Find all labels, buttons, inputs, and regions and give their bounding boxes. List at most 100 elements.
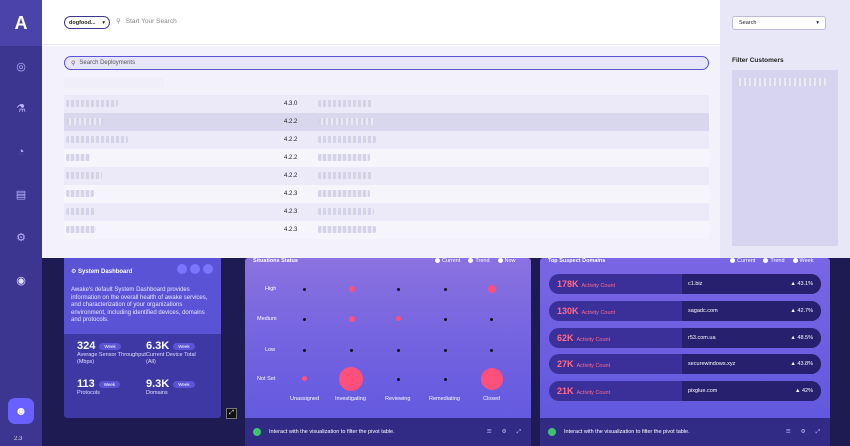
search-icon: ⚲: [116, 18, 121, 25]
legend-current[interactable]: Current: [730, 258, 755, 264]
filter-customers-panel: Search ▾ Filter Customers: [720, 0, 850, 258]
app-logo[interactable]: A: [0, 0, 42, 46]
domains-footer-text: Interact with the visualization to filte…: [564, 429, 690, 435]
matrix-dot[interactable]: [303, 349, 306, 352]
legend-week[interactable]: Week: [793, 258, 814, 264]
system-dashboard-card: ⚙ System Dashboard Awake's default Syste…: [64, 258, 221, 418]
table-row[interactable]: 4.2.2: [64, 131, 709, 149]
row-label-high: High: [265, 286, 277, 292]
col-label-closed: Closed: [483, 396, 501, 402]
matrix-dot[interactable]: [444, 378, 447, 381]
search-icon: ⚲: [71, 60, 76, 67]
gear-icon[interactable]: ⚙: [501, 428, 507, 435]
legend-current[interactable]: Current: [435, 258, 460, 264]
assistant-bot-icon[interactable]: ☻: [8, 398, 34, 424]
system-card-description: Awake's default System Dashboard provide…: [71, 287, 208, 323]
system-card-actions: [177, 264, 213, 274]
matrix-dot[interactable]: [397, 378, 400, 381]
row-label-medium: Medium: [257, 316, 277, 322]
matrix-dot[interactable]: [339, 367, 363, 391]
domain-row[interactable]: 21K Activity Count pixglue.com ▲ 42%: [549, 381, 821, 401]
search-deployments-input[interactable]: ⚲ Search Deployments: [64, 56, 709, 70]
list-item[interactable]: [736, 78, 826, 86]
matrix-dot[interactable]: [349, 316, 355, 322]
matrix-dot[interactable]: [303, 318, 306, 321]
legend-trend[interactable]: Trend: [763, 258, 784, 264]
matrix-dot[interactable]: [490, 349, 493, 352]
matrix-dot[interactable]: [349, 286, 355, 292]
filter-customers-title: Filter Customers: [732, 57, 784, 64]
expand-icon[interactable]: ⤢: [815, 428, 820, 435]
matrix-dot[interactable]: [397, 349, 400, 352]
footer-actions: ☰ ⚙ ⤢: [487, 429, 521, 436]
user-icon[interactable]: ◉: [16, 274, 26, 287]
card-action-button[interactable]: [177, 264, 187, 274]
stat-domains: 9.3K Week Domains: [146, 378, 195, 397]
expand-icon[interactable]: ⤢: [516, 428, 521, 435]
situations-status-card: Situations Status Current Trend Now High…: [245, 258, 531, 446]
chevron-down-icon: ▾: [816, 20, 819, 26]
stat-throughput: 324 Week Average Sensor Throughput (Mbps): [77, 340, 146, 365]
global-search-input[interactable]: Start Your Search: [125, 17, 177, 25]
matrix-dot[interactable]: [444, 318, 447, 321]
gear-icon[interactable]: ⚙: [800, 428, 806, 435]
matrix-dot[interactable]: [397, 288, 400, 291]
col-label-remediating: Remediating: [429, 396, 460, 402]
table-row[interactable]: 4.2.2: [64, 167, 709, 185]
deployment-picker-panel: dogfood... ▾ ⚲ Start Your Search ⚲ Search…: [42, 0, 720, 258]
tenant-select[interactable]: dogfood... ▾: [64, 16, 110, 29]
matrix-dot[interactable]: [396, 316, 401, 321]
legend-now[interactable]: Now: [498, 258, 516, 264]
chat-icon[interactable]: ▤: [15, 188, 27, 201]
list-icon[interactable]: ☰: [486, 428, 492, 435]
domain-row[interactable]: 178K Activity Count c1.biz ▲ 43.1%: [549, 274, 821, 294]
stat-devices: 6.3K Week Current Device Total (All): [146, 340, 196, 365]
row-label-low: Low: [265, 347, 276, 353]
card-action-button[interactable]: [203, 264, 213, 274]
matrix-dot[interactable]: [303, 288, 306, 291]
domain-row[interactable]: 27K Activity Count securewindows.xyz ▲ 43…: [549, 354, 821, 374]
threats-icon[interactable]: ⚗: [16, 102, 26, 115]
domains-footer: Interact with the visualization to filte…: [540, 418, 830, 446]
check-icon: [548, 428, 556, 436]
analytics-icon[interactable]: ◔: [17, 146, 25, 158]
matrix-dot[interactable]: [302, 376, 307, 381]
situations-footer-text: Interact with the visualization to filte…: [269, 429, 395, 435]
stat-protocols: 113 Week Protocols: [77, 378, 121, 397]
table-row[interactable]: 4.3.0: [64, 95, 709, 113]
matrix-dot[interactable]: [350, 349, 353, 352]
check-icon: [253, 428, 261, 436]
matrix-dot[interactable]: [490, 318, 493, 321]
list-icon[interactable]: ☰: [785, 428, 791, 435]
global-search[interactable]: ⚲ Start Your Search: [116, 17, 177, 26]
table-row[interactable]: 4.2.2: [64, 149, 709, 167]
row-label-not-set: Not Set: [257, 376, 276, 382]
domains-title: Top Suspect Domains: [548, 258, 606, 264]
customer-list[interactable]: [732, 70, 838, 246]
table-row[interactable]: 4.2.3: [64, 221, 709, 239]
matrix-dot[interactable]: [444, 288, 447, 291]
chevron-down-icon: ▾: [102, 19, 105, 26]
matrix-dot[interactable]: [444, 349, 447, 352]
sidebar: A ◎ ⚗ ◔ ▤ ⚙ ◉ ☻ 2.3: [0, 0, 42, 446]
system-card-header: ⚙ System Dashboard Awake's default Syste…: [64, 258, 221, 334]
domain-row[interactable]: 62K Activity Count r53.com.ua ▲ 48.5%: [549, 328, 821, 348]
legend-trend[interactable]: Trend: [468, 258, 489, 264]
table-row[interactable]: 4.2.3: [64, 185, 709, 203]
col-label-investigating: Investigating: [335, 396, 366, 402]
col-label-unassigned: Unassigned: [290, 396, 320, 402]
table-header-placeholder: [64, 78, 164, 88]
card-action-button[interactable]: [190, 264, 200, 274]
dashboard-icon[interactable]: ◎: [16, 60, 26, 73]
table-row[interactable]: 4.2.3: [64, 203, 709, 221]
top-search-bar: dogfood... ▾ ⚲ Start Your Search: [42, 0, 720, 45]
domains-legend: Current Trend Week: [730, 258, 813, 264]
settings-icon[interactable]: ⚙: [16, 231, 26, 244]
filter-search-select[interactable]: Search ▾: [732, 16, 826, 30]
matrix-dot[interactable]: [481, 368, 503, 390]
situations-legend: Current Trend Now: [435, 258, 516, 264]
matrix-dot[interactable]: [488, 285, 496, 293]
domain-row[interactable]: 130K Activity Count sagadc.com ▲ 42.7%: [549, 301, 821, 321]
expand-icon[interactable]: ⤢: [226, 408, 237, 419]
table-row[interactable]: 4.2.2: [64, 113, 709, 131]
